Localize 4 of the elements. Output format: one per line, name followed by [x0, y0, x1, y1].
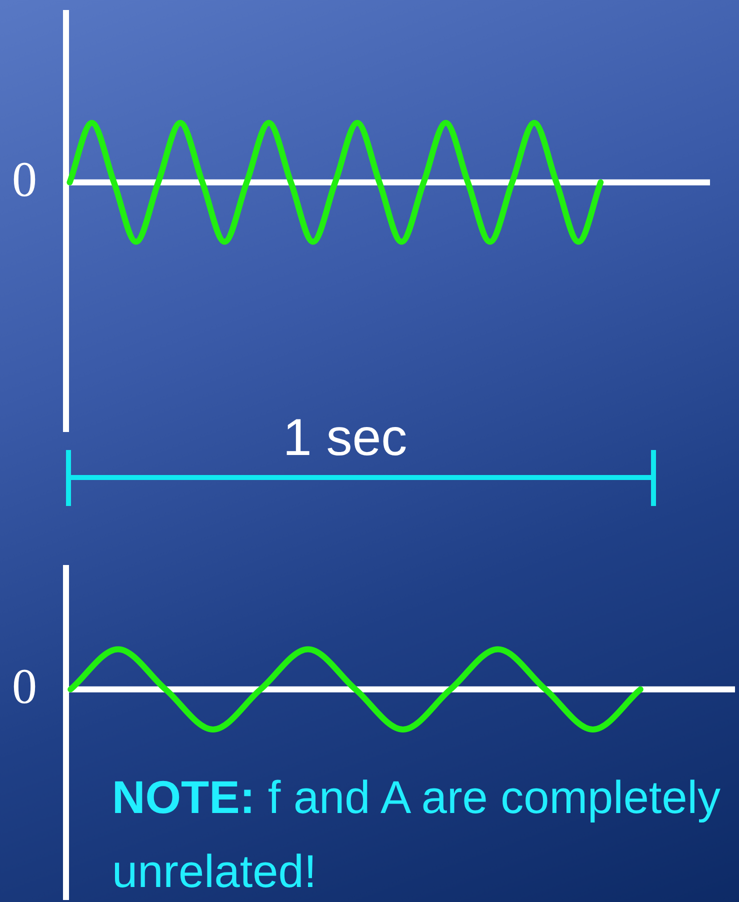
text: 1 sec	[282, 408, 408, 468]
text: 0	[12, 657, 37, 716]
text: 0	[12, 150, 37, 208]
text: NOTE: f and A are completely unrelated!	[112, 770, 722, 899]
